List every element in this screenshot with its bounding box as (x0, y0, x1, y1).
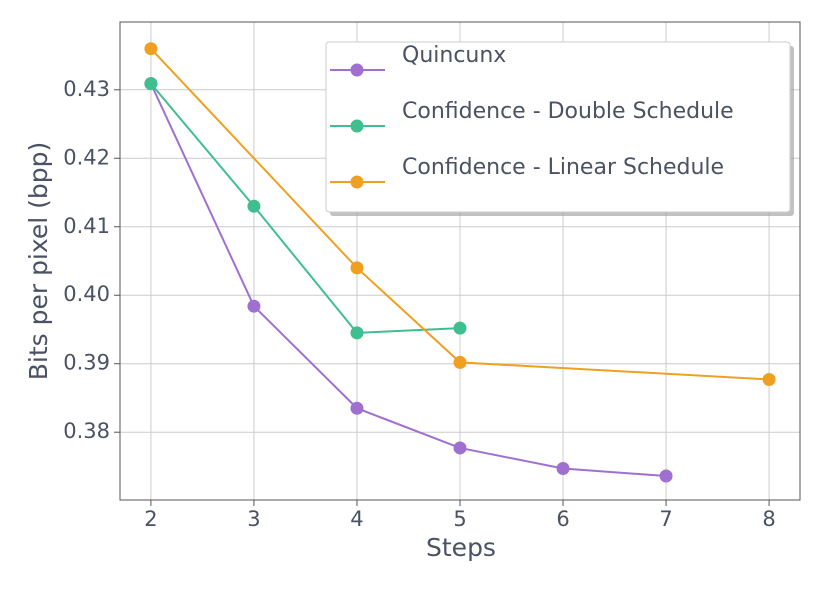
x-tick-label: 2 (144, 507, 157, 531)
legend-marker (350, 119, 364, 133)
y-tick-label: 0.39 (63, 351, 110, 375)
point (247, 199, 261, 213)
x-tick-label: 8 (762, 507, 775, 531)
legend-label: Confidence - Linear Schedule (402, 155, 724, 180)
legend-label: Quincunx (402, 43, 506, 68)
point (453, 355, 467, 369)
point (247, 299, 261, 313)
plot-frame (119, 21, 801, 501)
legend-label: Confidence - Double Schedule (402, 99, 734, 124)
y-tick-label: 0.41 (63, 214, 110, 238)
series-line (150, 82, 461, 334)
series-line (150, 48, 770, 381)
y-tick-label: 0.38 (63, 419, 110, 443)
point (350, 326, 364, 340)
x-axis-label: Steps (426, 533, 496, 562)
legend-marker (350, 175, 364, 189)
x-tick-label: 4 (350, 507, 363, 531)
y-tick-label: 0.43 (63, 77, 110, 101)
x-tick-label: 3 (247, 507, 260, 531)
legend: Quincunx Confidence - Double Schedule Conf… (325, 41, 794, 216)
legend-box (325, 41, 791, 213)
point (762, 372, 776, 386)
point (659, 469, 673, 483)
point (556, 461, 570, 475)
point (350, 261, 364, 275)
y-tick-label: 0.40 (63, 282, 110, 306)
legend-marker (350, 63, 364, 77)
x-tick-label: 7 (659, 507, 672, 531)
point (144, 42, 158, 56)
point (144, 77, 158, 91)
point (453, 441, 467, 455)
point (350, 401, 364, 415)
point (453, 321, 467, 335)
y-tick-label: 0.42 (63, 145, 110, 169)
x-tick-label: 5 (453, 507, 466, 531)
x-tick-label: 6 (556, 507, 569, 531)
y-axis-label: Bits per pixel (bpp) (24, 142, 53, 381)
series-line (150, 83, 667, 478)
